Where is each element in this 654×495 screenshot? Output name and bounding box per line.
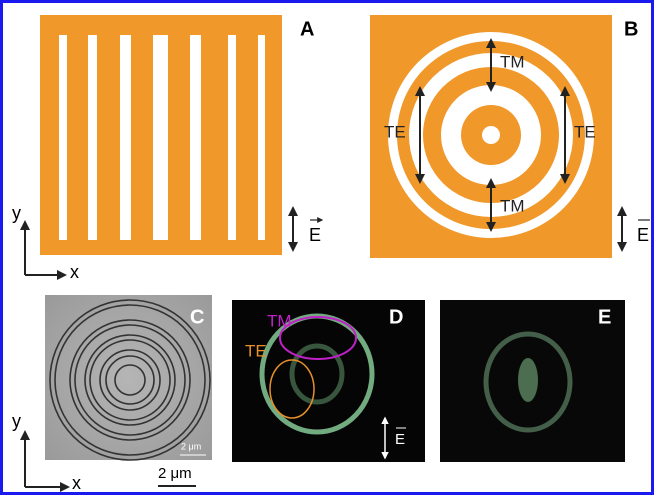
axis-label: y [12,411,21,431]
panel-c: C 2 μm [45,295,212,460]
scale-bar: 2 μm [181,441,201,451]
annotation: TE [384,122,406,141]
panel-e: E [440,300,625,462]
axis-label: x [72,473,81,493]
annotation: TM [500,196,525,215]
field-label: E [309,225,321,245]
panel-label: A [300,18,314,40]
panel-label: B [624,18,638,40]
figure: A E y x TM TE TE TM B E C 2 μm y x 2 μm … [0,0,654,495]
panel-label: E [598,306,611,328]
panel-b: TM TE TE TM B E [370,15,650,258]
field-label: E [637,225,649,245]
stripes [59,35,265,240]
panel-label: D [389,306,403,328]
field-label: E [395,431,405,448]
panel-a: A E [40,15,322,255]
panel-d: TM TE D E [232,300,425,462]
scale-bar: 2 μm [158,465,192,482]
annotation: TE [245,341,267,360]
panel-label: C [190,306,204,328]
annotation: TM [500,52,525,71]
annotation: TM [267,311,292,330]
axis-label: y [12,203,21,223]
annotation: TE [574,122,596,141]
axis-label: x [70,262,79,282]
